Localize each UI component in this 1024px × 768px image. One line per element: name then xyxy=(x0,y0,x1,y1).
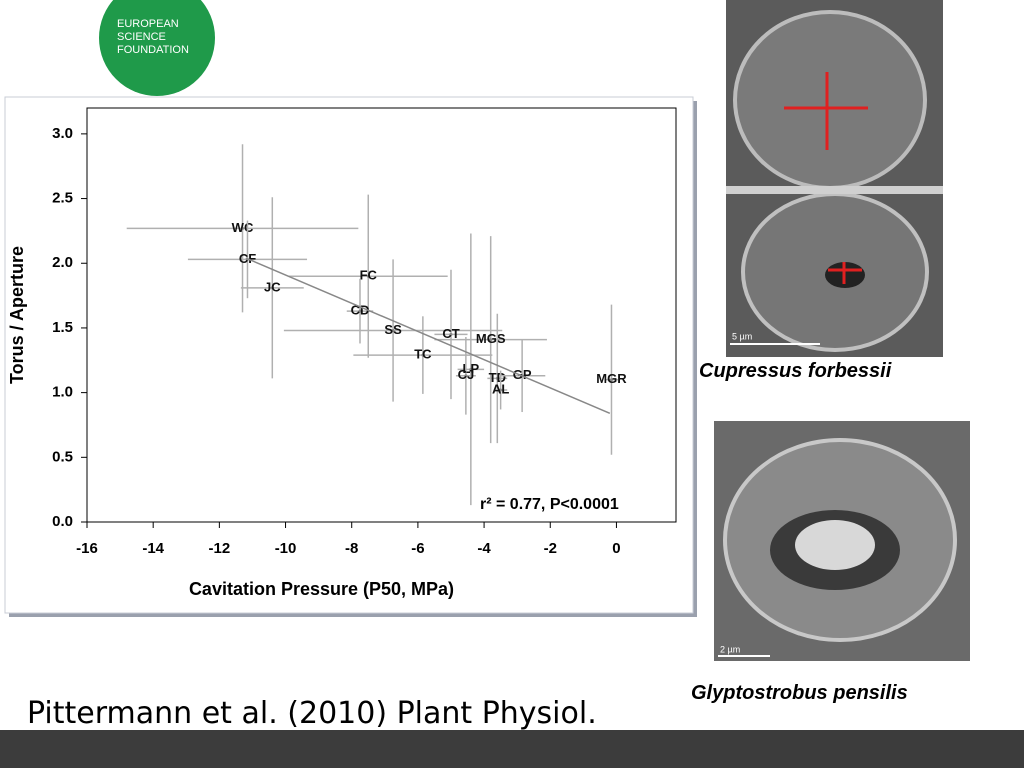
point xyxy=(495,376,499,380)
point-label: AL xyxy=(492,381,509,396)
point-label: CJ xyxy=(458,367,475,382)
y-tick-label: 1.5 xyxy=(52,319,73,336)
point-label: WC xyxy=(232,220,254,235)
point xyxy=(499,388,503,392)
logo-line: EUROPEAN xyxy=(117,18,179,30)
logo-line: SCIENCE xyxy=(117,31,166,43)
point-label: TD xyxy=(489,370,506,385)
point xyxy=(449,332,453,336)
point xyxy=(366,274,370,278)
point-label: MGS xyxy=(476,331,506,346)
point-label: LP xyxy=(463,361,480,376)
point-label: CD xyxy=(351,303,370,318)
point-label: MGR xyxy=(596,371,627,386)
point-label: SS xyxy=(384,322,402,337)
scale-label: 5 µm xyxy=(732,331,752,341)
x-tick-label: 0 xyxy=(612,540,620,557)
scale-label: 2 µm xyxy=(720,644,740,654)
point xyxy=(241,226,245,230)
chart: 0.0 0.5 1.0 1.5 2.0 2.5 3.0 -16 -14 -12 -10 -8 -6 -4 -… xyxy=(7,107,677,599)
x-tick-label: -8 xyxy=(345,540,358,557)
point xyxy=(469,367,473,371)
point xyxy=(464,374,468,378)
y-tick-label: 0.0 xyxy=(52,513,73,530)
x-tick-label: -12 xyxy=(209,540,231,557)
x-tick-label: -10 xyxy=(275,540,297,557)
chart-panel xyxy=(4,96,694,614)
torus xyxy=(795,520,875,570)
point xyxy=(609,378,613,382)
y-tick-label: 3.0 xyxy=(52,125,73,142)
pit-shape xyxy=(733,10,927,190)
x-tick-label: -4 xyxy=(477,540,491,557)
point xyxy=(358,309,362,313)
plot-frame xyxy=(86,107,677,523)
x-axis-label: Cavitation Pressure (P50, MPa) xyxy=(189,579,454,599)
citation: Pittermann et al. (2010) Plant Physiol. xyxy=(27,696,597,731)
image-caption: Glyptostrobus pensilis xyxy=(691,682,908,704)
point xyxy=(270,286,274,290)
point-label: FC xyxy=(360,268,378,283)
y-tick-label: 2.5 xyxy=(52,190,73,207)
x-tick-label: -6 xyxy=(411,540,424,557)
x-tick-label: -2 xyxy=(544,540,557,557)
x-tick-label: -16 xyxy=(76,540,98,557)
y-tick-label: 1.0 xyxy=(52,384,73,401)
fit-line xyxy=(245,257,611,415)
y-tick-label: 2.0 xyxy=(52,254,73,271)
x-tick-label: -14 xyxy=(142,540,164,557)
point xyxy=(489,338,493,342)
point-label: TC xyxy=(414,347,432,362)
point-label: JC xyxy=(264,279,281,294)
cell-wall xyxy=(726,186,943,194)
logo-circle xyxy=(99,0,215,96)
point xyxy=(421,353,425,357)
annotation: r² = 0.77, P<0.0001 xyxy=(480,496,619,513)
logo-line: FOUNDATION xyxy=(117,44,189,56)
footer-bar xyxy=(0,730,1024,768)
y-tick-label: 0.5 xyxy=(52,448,73,465)
point xyxy=(391,329,395,333)
y-axis-label: Torus / Aperture xyxy=(7,246,27,384)
point-label: GP xyxy=(513,367,532,382)
image-caption: Cupressus forbessii xyxy=(699,360,892,382)
point-label: CT xyxy=(442,326,459,341)
